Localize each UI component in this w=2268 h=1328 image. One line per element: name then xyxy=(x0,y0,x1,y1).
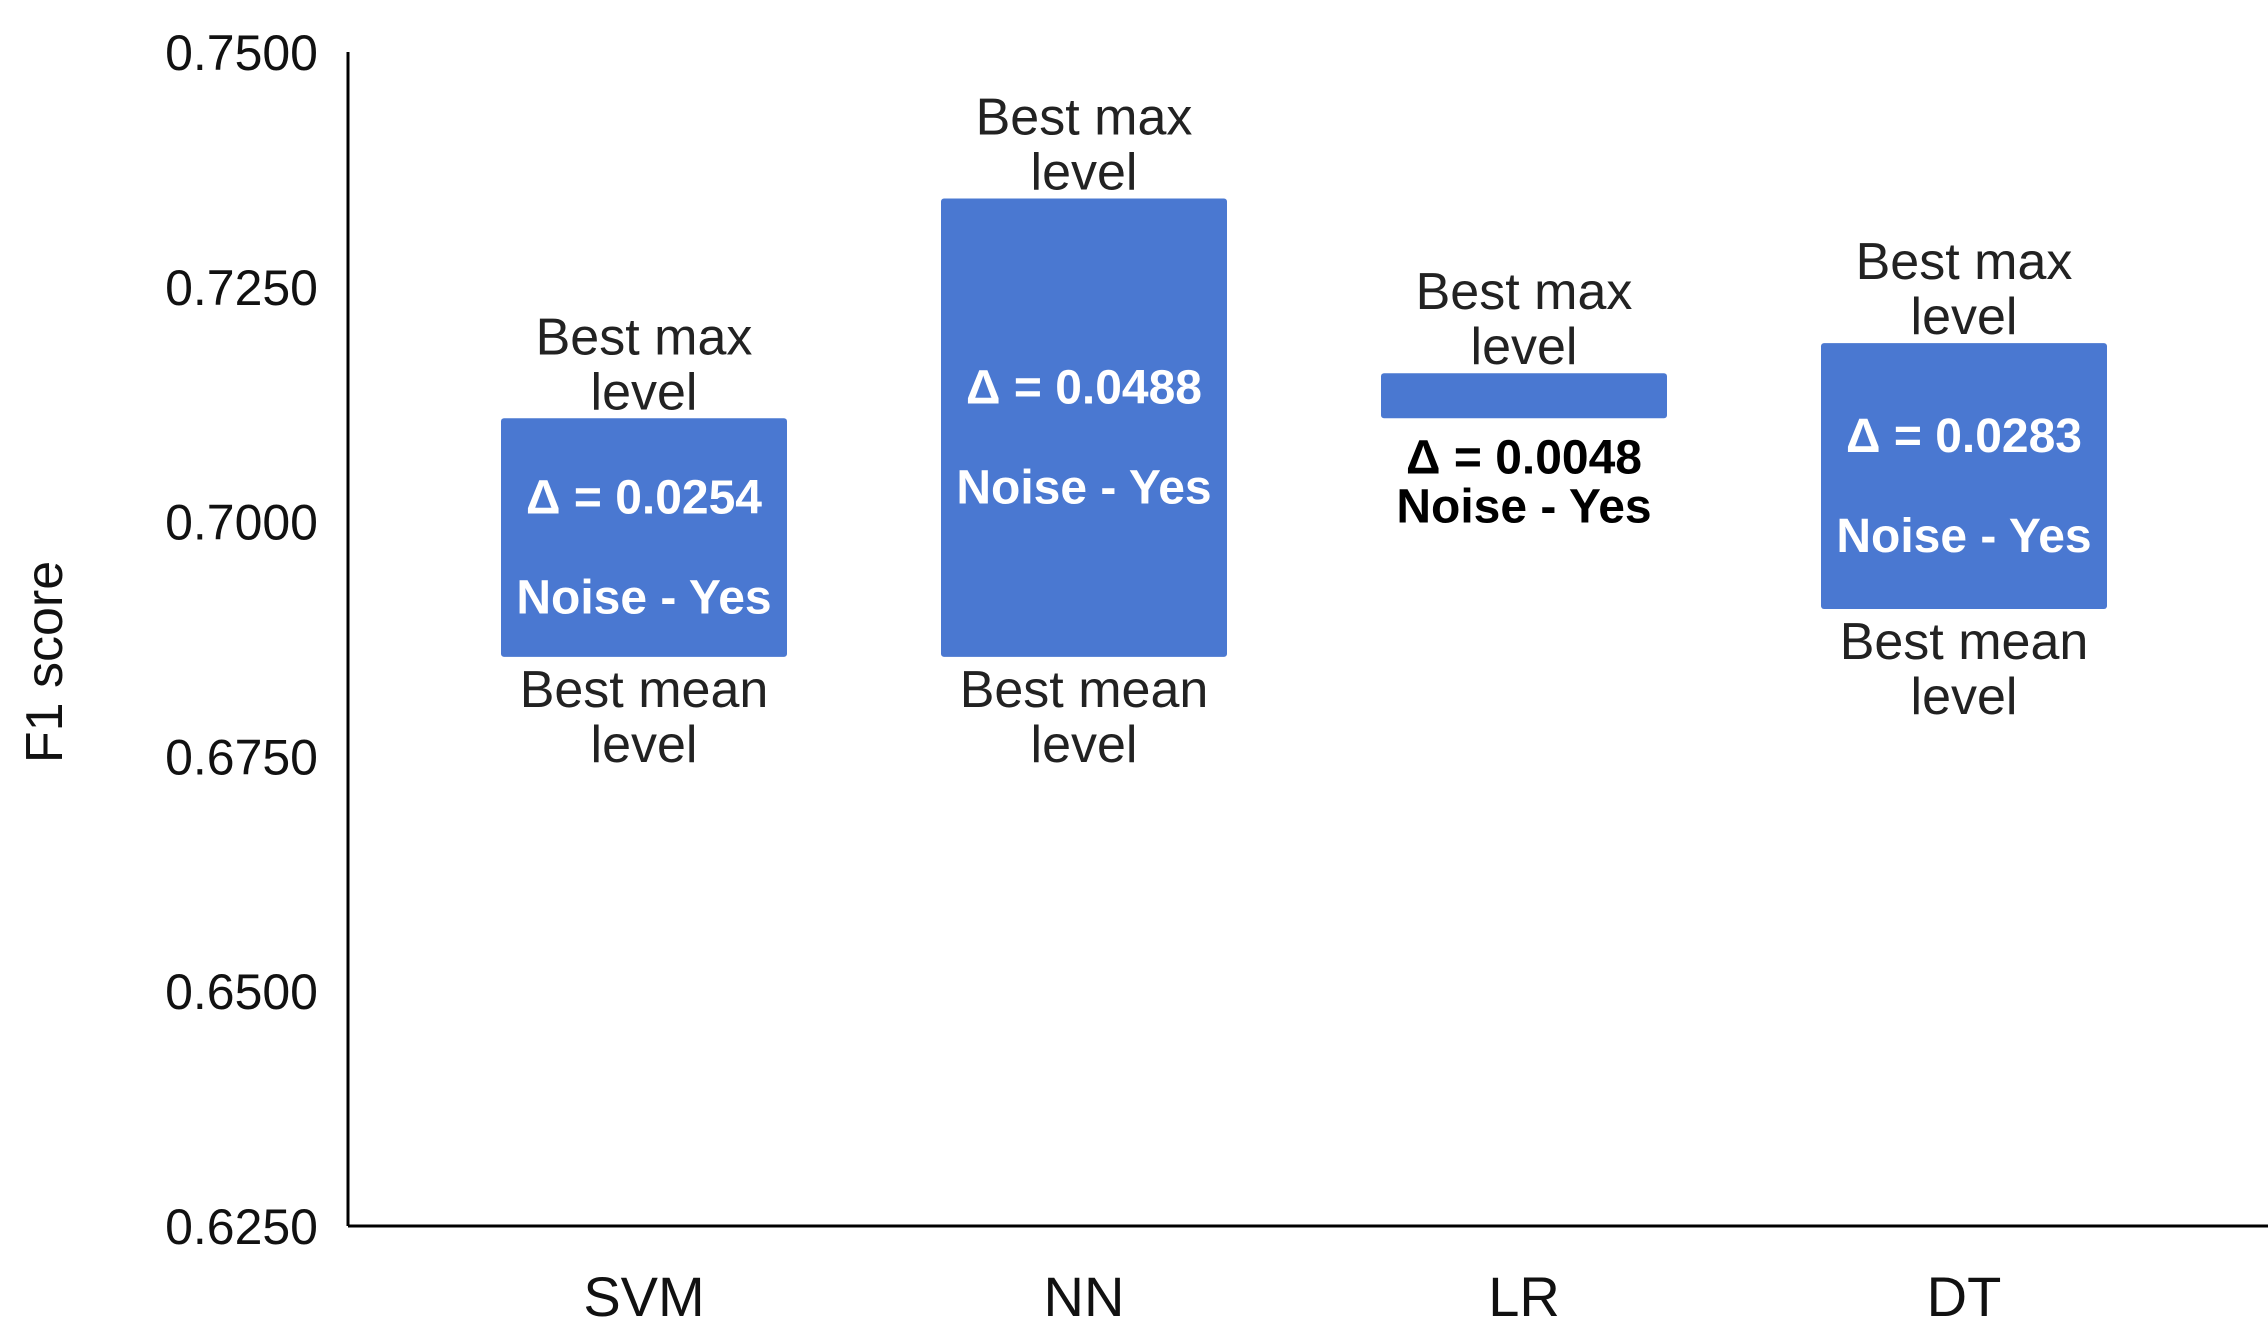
best-max-label: level xyxy=(1911,288,2018,346)
best-max-label: Best max xyxy=(1856,233,2073,291)
best-max-label: level xyxy=(1471,318,1578,376)
y-tick-label: 0.6250 xyxy=(165,1199,318,1255)
bar-svm xyxy=(501,418,787,657)
best-mean-label: Best mean xyxy=(520,661,769,719)
x-axis-categories: SVM NN LR DT xyxy=(583,1265,2001,1328)
delta-label: Δ = 0.0048 xyxy=(1406,431,1642,484)
y-axis-ticks: 0.7500 0.7250 0.7000 0.6750 0.6500 0.6250 xyxy=(165,25,318,1255)
bar-nn xyxy=(941,198,1227,657)
x-tick-label: NN xyxy=(1044,1265,1125,1328)
x-tick-label: SVM xyxy=(583,1265,704,1328)
best-max-label: Best max xyxy=(1416,263,1633,321)
best-max-label: level xyxy=(1031,144,1138,202)
bar-dt xyxy=(1821,343,2107,609)
best-mean-label: Best mean xyxy=(960,661,1209,719)
y-axis-label: F1 score xyxy=(16,561,74,763)
best-mean-label: level xyxy=(1031,716,1138,774)
best-max-label: Best max xyxy=(536,308,753,366)
best-mean-label: level xyxy=(1911,668,2018,726)
noise-label: Noise - Yes xyxy=(1836,510,2091,563)
x-tick-label: DT xyxy=(1927,1265,2002,1328)
delta-label: Δ = 0.0283 xyxy=(1846,410,2082,463)
y-tick-label: 0.6750 xyxy=(165,729,318,785)
noise-label: Noise - Yes xyxy=(956,462,1211,515)
best-mean-label: Best mean xyxy=(1840,613,2089,671)
y-tick-label: 0.6500 xyxy=(165,964,318,1020)
best-max-label: level xyxy=(591,363,698,421)
y-tick-label: 0.7000 xyxy=(165,495,318,551)
delta-label: Δ = 0.0488 xyxy=(966,362,1202,415)
y-tick-label: 0.7500 xyxy=(165,25,318,81)
x-tick-label: LR xyxy=(1488,1265,1560,1328)
best-max-label: Best max xyxy=(976,89,1193,147)
y-tick-label: 0.7250 xyxy=(165,260,318,316)
best-mean-label: level xyxy=(591,716,698,774)
delta-label: Δ = 0.0254 xyxy=(526,472,762,525)
bar-lr xyxy=(1381,373,1667,419)
bars xyxy=(501,198,2107,657)
noise-label: Noise - Yes xyxy=(1396,480,1651,533)
noise-label: Noise - Yes xyxy=(516,572,771,625)
